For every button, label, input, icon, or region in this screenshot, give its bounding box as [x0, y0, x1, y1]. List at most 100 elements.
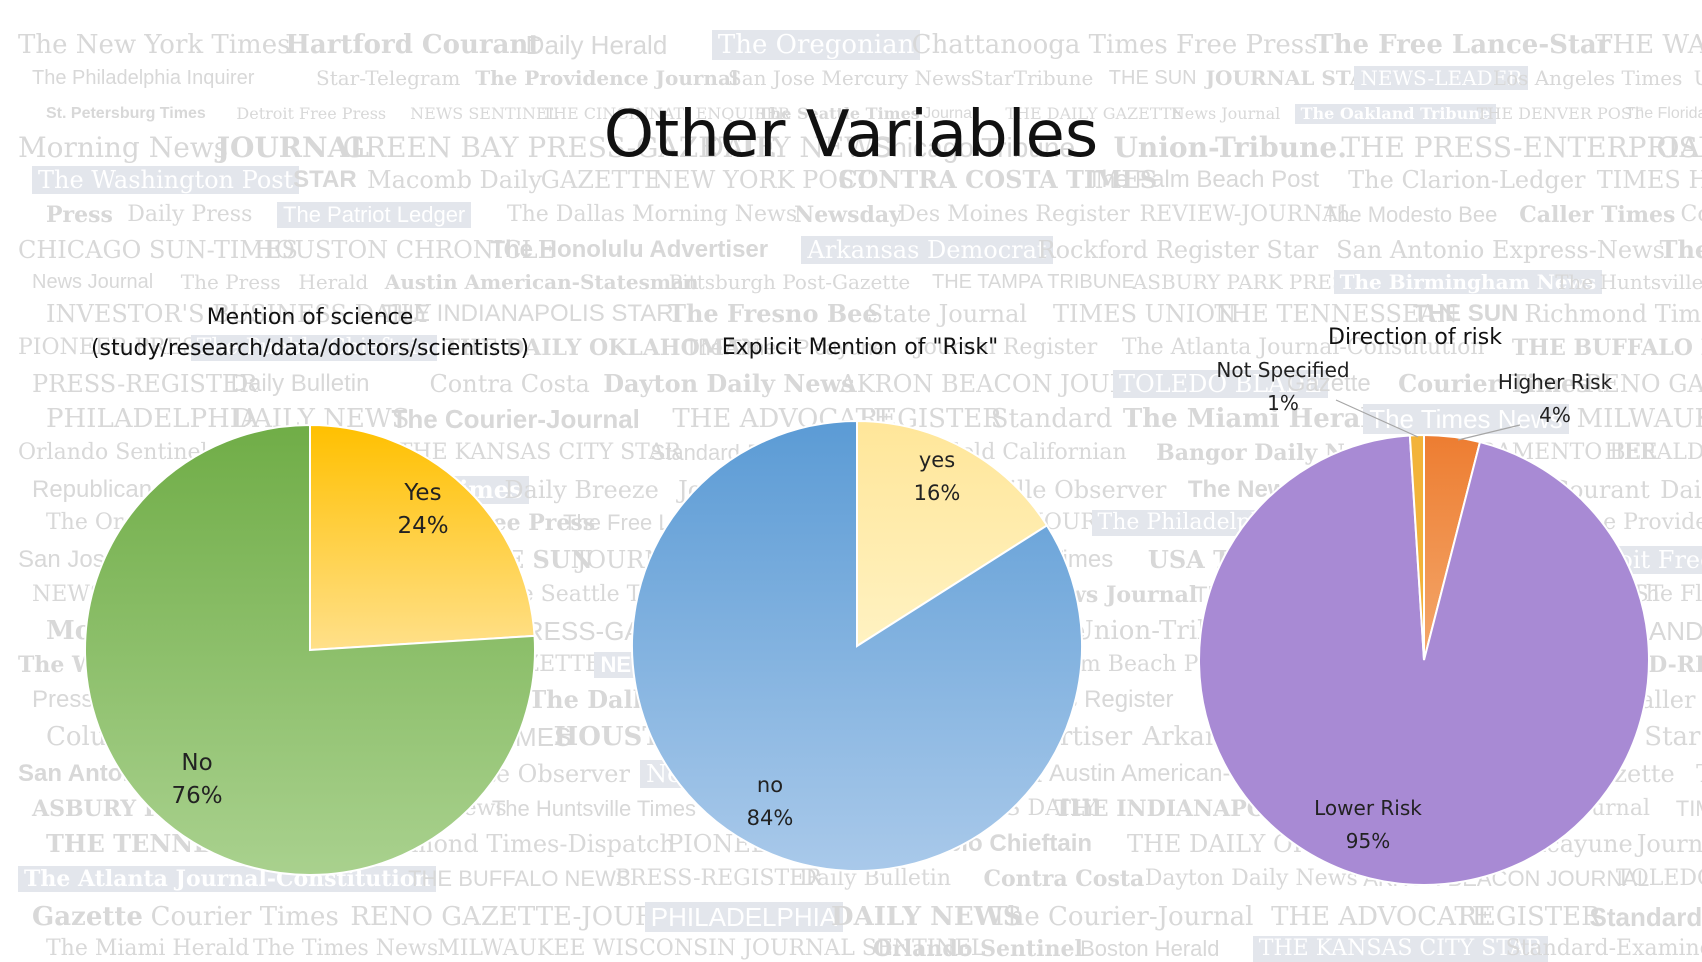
masthead-text: Standard — [1589, 902, 1702, 932]
masthead-text: MILWAUKEE WISCONSIN JOURNAL SENTINEL — [437, 936, 986, 961]
masthead-text: The Palm Beach Post — [1087, 166, 1320, 193]
masthead-text: Dayton Daily News — [1144, 866, 1358, 891]
masthead-text: NEWS SENTINEL — [410, 104, 559, 123]
masthead-text: GREEN BAY PRESS-GAZETTE — [342, 131, 777, 164]
masthead-text: The Atlanta Journal-Constitution — [1121, 335, 1485, 360]
science-chart-title-line-1: Mention of science — [206, 305, 414, 330]
masthead-text: Daily Breeze — [504, 476, 659, 504]
science-no-value-label: 76% — [171, 783, 222, 809]
direction-not-specified-slice — [1408, 433, 1425, 661]
masthead-text: The Atlanta Journal-Constitution — [18, 866, 437, 892]
masthead-text: Columbus Dispatch — [1680, 202, 1702, 227]
masthead-text: Chicago Tribune — [871, 132, 1076, 163]
masthead-text: The Modesto Bee — [1323, 202, 1498, 227]
masthead-text: Press — [46, 202, 113, 228]
masthead-text: Courier Times — [150, 902, 339, 932]
masthead-text: THE KANSAS CITY STAR — [397, 440, 682, 465]
masthead-text: TIMES UNION — [1053, 300, 1237, 328]
masthead-text: Journal — [923, 105, 976, 122]
masthead-text: Detroit Free Press — [236, 104, 387, 123]
masthead-text: CHICAGO SUN-TIMES — [18, 236, 298, 264]
masthead-text: DAILY NEWS — [701, 131, 893, 164]
masthead-text: GAZETTE — [540, 166, 662, 194]
direction-pie: Higher Risk 4% Lower Risk 95% Not Specified 1… — [1198, 358, 1650, 886]
science-yes-value-label: 24% — [397, 513, 448, 539]
masthead-text: The Press — [180, 270, 281, 294]
masthead-text: Daily Herald — [1660, 476, 1702, 504]
masthead-text: Daily Press — [127, 202, 253, 227]
masthead-text: The Honolulu Advertiser — [490, 236, 769, 263]
masthead-text: USA TODAY — [1694, 66, 1702, 90]
masthead-text: The Dallas Morning News — [506, 202, 798, 227]
science-chart-title: Mention of science (study/research/data/… — [60, 302, 560, 364]
masthead-text: JOURNAL — [216, 131, 370, 164]
masthead-text: The Miami Herald — [1122, 404, 1389, 434]
masthead-text: Daily Herald — [525, 30, 668, 60]
masthead-text: Richmond Times-Dispatch — [1524, 300, 1702, 328]
science-pie: Yes 24% No 76% — [84, 423, 536, 876]
masthead-text: Press — [32, 686, 94, 713]
masthead-text: State Journal — [866, 300, 1028, 328]
direction-lower-risk-slice — [1198, 434, 1650, 886]
masthead-text: Daily Bulletin — [230, 370, 370, 397]
masthead-text: TOLEDO BLADE — [1112, 370, 1329, 398]
masthead-text: Contra Costa — [983, 866, 1145, 892]
masthead-text: Newsday — [794, 202, 902, 228]
masthead-text: The Providence Journal — [475, 66, 739, 90]
masthead-text: Standard — [990, 404, 1113, 434]
masthead-text: THE SUN — [1413, 300, 1519, 327]
masthead-text: Star-Telegram — [316, 66, 461, 90]
direction-higher-risk-label: Higher Risk — [1498, 370, 1613, 394]
risk-no-value-label: 84% — [747, 806, 794, 830]
masthead-text: Gazette — [1286, 370, 1371, 397]
masthead-text: OAKLAND PRESS — [1656, 131, 1702, 164]
masthead-text: Orlando Sentinel — [18, 440, 208, 465]
science-yes-slice — [309, 423, 536, 652]
masthead-text: Dayton Daily News — [603, 369, 855, 398]
masthead-text: The Huntsville Times — [1555, 270, 1702, 294]
direction-not-specified-value-label: 1% — [1267, 391, 1299, 415]
masthead-text: The Courier-Journal — [391, 404, 640, 434]
masthead-text: REVIEW-JOURNAL — [1139, 202, 1353, 227]
masthead-text: PHILADELPHIA — [644, 902, 844, 932]
masthead-text: The Florida Times-Union — [1625, 105, 1702, 122]
masthead-text: THE INDIANAPOLIS STAR — [382, 300, 674, 327]
masthead-text: THE KANSAS CITY STAR — [1252, 936, 1549, 962]
masthead-text: San Jose Mercury News — [728, 66, 972, 90]
masthead-text: Journal Register — [1636, 830, 1702, 858]
science-no-slice — [84, 423, 536, 876]
masthead-text: Boston Herald — [1080, 936, 1220, 961]
masthead-text: Los Angeles Times — [1492, 66, 1683, 90]
masthead-text: Standard-Examiner — [1505, 936, 1702, 961]
masthead-text: THE SUN — [1108, 67, 1197, 89]
masthead-text: PRESS-REGISTER — [615, 866, 822, 891]
masthead-text: Chattanooga Times Free Press — [911, 30, 1318, 60]
masthead-text: The Fresno Bee — [668, 299, 878, 328]
masthead-text: THE TAMPA TRIBUNE — [1696, 760, 1702, 788]
masthead-text: PIONEER PRESS — [18, 335, 212, 360]
masthead-text: The Washington Post — [32, 166, 300, 194]
direction-chart-title: Direction of risk — [1328, 325, 1502, 350]
risk-no-slice — [631, 419, 1083, 872]
masthead-text: Courier Times — [1398, 369, 1590, 398]
masthead-text: MILWAUKEE WISCONSIN JOURNAL SENTINEL — [1576, 404, 1702, 434]
masthead-text: The Philadelphia Inquirer — [32, 67, 255, 89]
masthead-text: St. Petersburg Times — [46, 105, 206, 122]
masthead-text: NEWS-LEADER — [1354, 66, 1529, 90]
masthead-text: The Huntsville Times — [491, 796, 697, 821]
masthead-text: Macomb Daily — [367, 166, 543, 194]
masthead-text: STAR — [293, 166, 357, 193]
masthead-text: Contra Costa — [429, 370, 590, 398]
masthead-text: PRESS-REGISTER — [32, 370, 258, 398]
masthead-text: TIMES HERALD-RECORD — [1596, 166, 1702, 194]
masthead-text: JOURNAL STAR — [1205, 66, 1382, 90]
masthead-text: The Oakland Tribune — [1294, 104, 1497, 124]
masthead-text: DAILY NEWS — [831, 902, 1022, 932]
masthead-text: The New York Times — [18, 30, 291, 60]
masthead-text: THE TAMPA TRIBUNE — [932, 271, 1135, 293]
masthead-text: Rockford Register Star — [1037, 236, 1319, 264]
masthead-text: The Clarion-Ledger — [1348, 166, 1586, 194]
science-yes-label: Yes — [403, 480, 441, 506]
masthead-text: THE CINCINNATI ENQUIRER — [542, 104, 790, 123]
masthead-text: Hartford Courant — [285, 30, 541, 60]
